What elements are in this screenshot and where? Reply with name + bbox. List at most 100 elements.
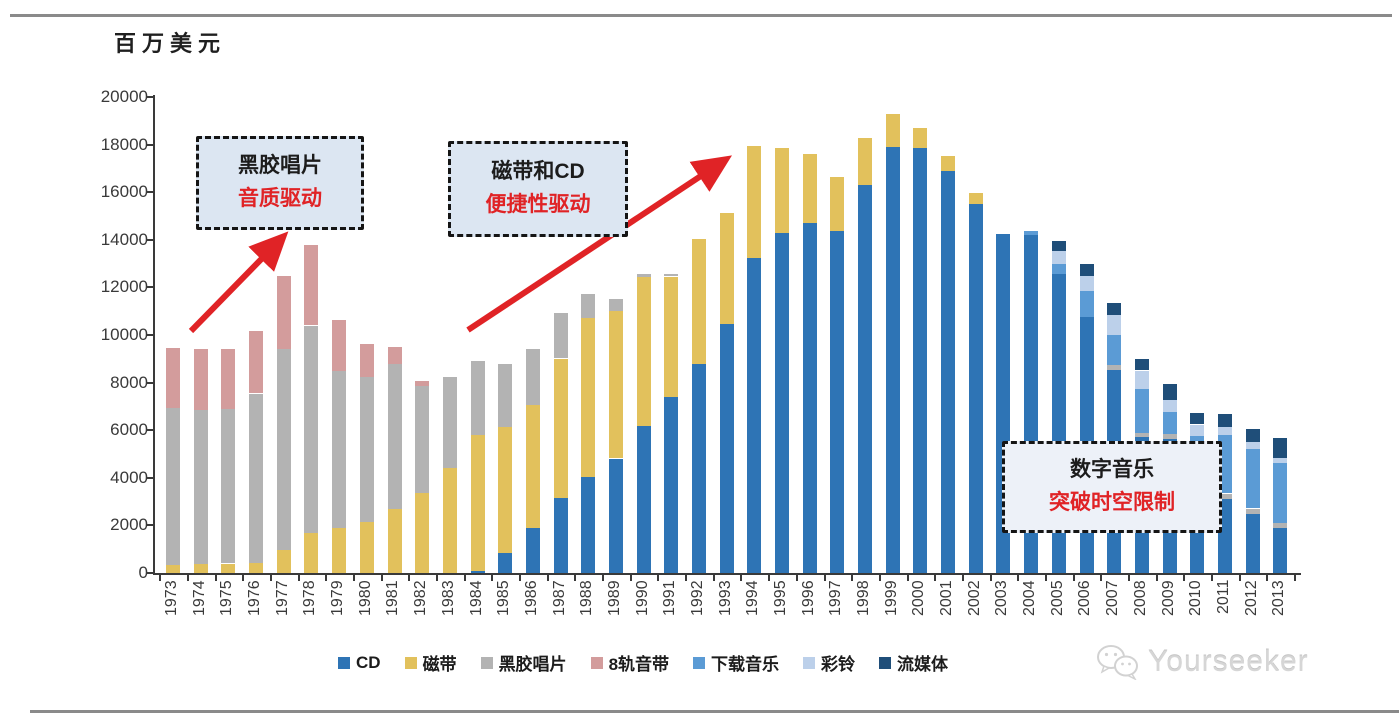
bar-segment-CD-1989 <box>608 458 623 573</box>
bar-segment-黑胶唱片-2012 <box>1245 508 1260 514</box>
bar-segment-CD-1998 <box>858 185 872 573</box>
annotation-subtitle: 突破时空限制 <box>1049 491 1175 514</box>
legend-item-黑胶唱片: 黑胶唱片 <box>480 650 567 675</box>
bar-segment-黑胶唱片-1975 <box>221 409 236 564</box>
bar-segment-下载音乐-2004 <box>1024 231 1039 235</box>
x-axis-label: 1979 <box>329 580 347 616</box>
bar-segment-磁带-1998 <box>858 137 872 186</box>
x-axis-tick <box>186 575 189 581</box>
legend-label: 磁带 <box>422 655 457 674</box>
bar-segment-8轨音带-1978 <box>304 244 319 326</box>
bar-segment-8轨音带-1975 <box>221 349 236 410</box>
x-axis-label: 1989 <box>605 580 623 616</box>
bar-segment-磁带-1986 <box>525 405 540 528</box>
x-axis-label: 2005 <box>1048 580 1066 616</box>
bar-segment-黑胶唱片-1986 <box>525 349 540 406</box>
y-axis-label: 16000 <box>100 182 148 202</box>
legend-swatch-磁带 <box>404 656 417 669</box>
bar-segment-黑胶唱片-1984 <box>470 360 485 436</box>
bar-segment-流媒体-2011 <box>1217 413 1232 428</box>
x-axis-tick <box>159 575 162 581</box>
bar-segment-黑胶唱片-2008 <box>1134 433 1149 438</box>
x-axis-label: 1992 <box>688 580 706 616</box>
bar-segment-CD-1999 <box>885 147 900 573</box>
bar-segment-磁带-1994 <box>747 145 762 258</box>
bar-segment-8轨音带-1977 <box>276 276 291 350</box>
bar-segment-CD-1997 <box>830 231 845 573</box>
y-axis-tick <box>146 429 154 432</box>
annotation-box-vinyl: 黑胶唱片 音质驱动 <box>196 136 364 230</box>
legend-label: 流媒体 <box>897 655 949 674</box>
bottom-divider-rule <box>30 710 1399 713</box>
x-axis-label: 1977 <box>273 580 291 616</box>
bar-segment-黑胶唱片-1985 <box>498 363 513 428</box>
x-axis-label: 1982 <box>412 580 430 616</box>
y-axis-label: 2000 <box>110 515 148 535</box>
bar-segment-彩铃-2008 <box>1134 370 1149 389</box>
legend-label: 黑胶唱片 <box>498 655 567 674</box>
legend-swatch-下载音乐 <box>693 656 706 669</box>
bar-segment-流媒体-2007 <box>1107 302 1122 315</box>
bar-segment-黑胶唱片-1978 <box>304 325 319 533</box>
annotation-title: 黑胶唱片 <box>238 154 322 178</box>
y-axis-label: 8000 <box>110 372 148 392</box>
x-axis-label: 1984 <box>467 580 485 616</box>
bar-segment-磁带-1980 <box>359 521 374 573</box>
bar-segment-下载音乐-2012 <box>1245 448 1260 509</box>
bar-segment-CD-1984 <box>470 570 485 573</box>
bar-segment-磁带-2001 <box>941 155 956 171</box>
bar-segment-彩铃-2009 <box>1162 400 1177 413</box>
x-axis-tick <box>297 575 300 581</box>
legend-swatch-CD <box>338 656 350 669</box>
bar-segment-磁带-1987 <box>553 358 568 499</box>
x-axis-label: 1980 <box>356 580 374 616</box>
y-axis-tick <box>146 191 154 194</box>
legend-item-彩铃: 彩铃 <box>803 650 855 675</box>
x-axis-label: 1983 <box>439 580 457 616</box>
annotation-title: 数字音乐 <box>1070 458 1154 482</box>
bar-segment-彩铃-2011 <box>1217 427 1232 436</box>
x-axis-tick <box>269 575 272 581</box>
y-axis-line <box>153 95 155 575</box>
x-axis-label: 1999 <box>882 580 900 616</box>
bar-segment-8轨音带-1982 <box>415 380 430 386</box>
y-axis-label: 18000 <box>100 134 148 154</box>
bar-segment-黑胶唱片-1989 <box>608 298 623 311</box>
bar-segment-黑胶唱片-1988 <box>581 293 596 318</box>
bar-segment-磁带-1989 <box>608 310 623 459</box>
bar-segment-黑胶唱片-2013 <box>1273 523 1288 528</box>
bar-segment-磁带-1991 <box>664 276 679 398</box>
x-axis-tick <box>934 575 937 581</box>
x-axis-label: 1996 <box>799 580 817 616</box>
bar-segment-磁带-1977 <box>276 550 291 573</box>
legend-item-流媒体: 流媒体 <box>879 650 948 675</box>
x-axis-tick <box>602 575 605 581</box>
x-axis-tick <box>740 575 743 581</box>
y-axis-tick <box>146 286 154 289</box>
x-axis-label: 1973 <box>163 580 181 616</box>
y-axis-label: 14000 <box>100 229 148 249</box>
x-axis-tick <box>1072 575 1075 581</box>
bar-segment-流媒体-2010 <box>1190 412 1205 425</box>
bar-segment-下载音乐-2005 <box>1051 264 1066 275</box>
x-axis-tick <box>574 575 577 581</box>
bar-segment-下载音乐-2009 <box>1162 412 1177 434</box>
y-axis-tick <box>146 238 154 241</box>
bar-segment-彩铃-2013 <box>1273 458 1288 464</box>
top-divider-rule <box>10 14 1392 17</box>
bar-segment-磁带-1976 <box>249 563 264 573</box>
bar-segment-CD-1994 <box>747 257 762 573</box>
bar-segment-磁带-1981 <box>387 508 402 573</box>
bar-segment-8轨音带-1974 <box>193 349 208 410</box>
x-axis-tick <box>546 575 549 581</box>
x-axis-tick <box>629 575 632 581</box>
bar-segment-8轨音带-1980 <box>359 343 374 377</box>
bar-segment-黑胶唱片-1979 <box>332 370 347 528</box>
x-axis-tick <box>851 575 854 581</box>
bar-segment-磁带-1990 <box>636 276 651 427</box>
bar-segment-磁带-2002 <box>968 192 983 204</box>
y-axis-tick <box>146 476 154 479</box>
bar-segment-磁带-1988 <box>581 317 596 478</box>
bar-segment-彩铃-2010 <box>1190 424 1205 437</box>
